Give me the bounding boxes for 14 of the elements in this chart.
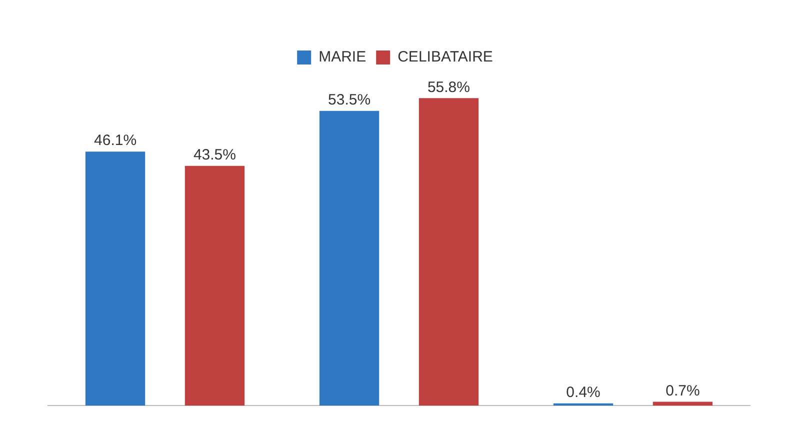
bar — [553, 403, 614, 406]
data-label: 43.5% — [193, 146, 236, 164]
bar — [319, 110, 380, 406]
data-label: 53.5% — [328, 91, 371, 108]
legend-label: MARIE — [318, 48, 366, 66]
data-label: 46.1% — [94, 132, 137, 150]
bar — [184, 166, 245, 406]
bar — [418, 98, 479, 406]
data-label: 0.7% — [666, 382, 700, 400]
legend-label: CELIBATAIRE — [398, 48, 493, 66]
data-label: 0.4% — [566, 384, 600, 402]
bar — [652, 402, 713, 406]
data-label: 55.8% — [427, 78, 470, 96]
bar — [85, 152, 146, 406]
